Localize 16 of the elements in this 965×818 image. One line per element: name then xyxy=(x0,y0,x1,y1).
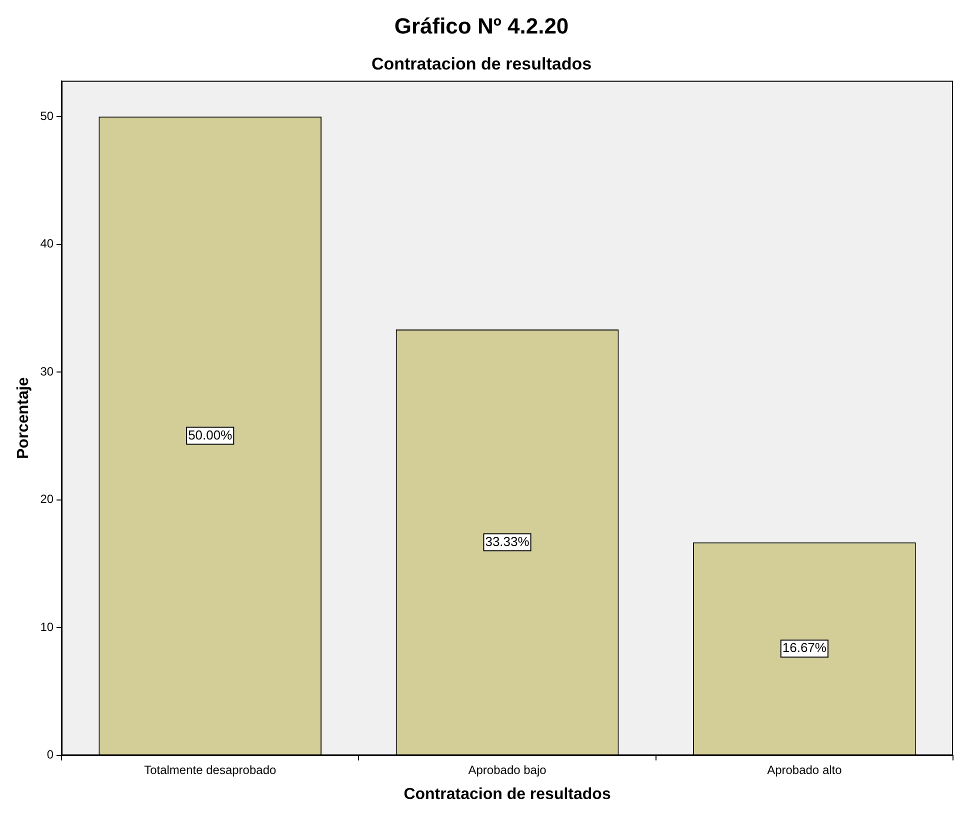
x-tick-label: Aprobado bajo xyxy=(468,762,547,777)
y-tick-label: 20 xyxy=(40,492,54,506)
y-tick-label: 10 xyxy=(40,620,54,634)
chart-title: Gráfico Nº 4.2.20 xyxy=(394,13,569,38)
data-label: 16.67% xyxy=(782,640,827,656)
data-label: 33.33% xyxy=(485,534,530,549)
y-tick-label: 40 xyxy=(40,236,54,251)
x-tick-label: Aprobado alto xyxy=(767,762,842,777)
y-tick-label: 30 xyxy=(40,364,54,378)
data-label: 50.00% xyxy=(188,427,233,442)
x-axis-title: Contratacion de resultados xyxy=(404,786,611,803)
chart-subtitle: Contratacion de resultados xyxy=(371,54,592,74)
y-tick-label: 50 xyxy=(40,108,54,123)
x-tick-label: Totalmente desaprobado xyxy=(144,762,276,777)
y-tick-label: 0 xyxy=(46,748,54,762)
y-axis-title: Porcentaje xyxy=(15,377,32,460)
